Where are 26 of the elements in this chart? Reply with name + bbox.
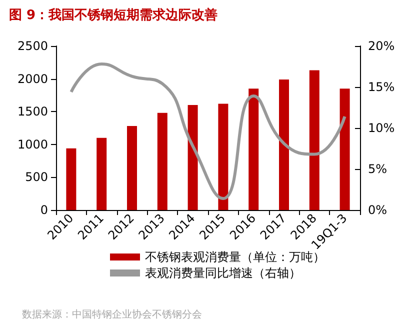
y2-tick-label: 15% — [368, 80, 395, 94]
y-tick-label: 2500 — [17, 39, 48, 53]
bar — [279, 79, 289, 210]
bar — [248, 88, 259, 210]
y2-tick-label: 10% — [368, 121, 395, 135]
source-note: 数据来源：中国特钢企业协会不锈钢分会 — [22, 308, 202, 320]
legend-label: 不锈钢表观消费量（单位：万吨） — [145, 250, 325, 264]
y-tick-label: 0 — [40, 203, 48, 217]
bar — [188, 105, 198, 210]
bar — [309, 70, 320, 210]
bar — [66, 148, 76, 210]
bar — [340, 88, 350, 210]
line-series — [70, 62, 346, 200]
y2-tick-label: 5% — [368, 162, 388, 176]
y-tick-label: 500 — [25, 170, 48, 184]
bar — [157, 112, 168, 210]
bar — [218, 104, 228, 210]
y-tick-label: 1500 — [17, 104, 48, 119]
y2-tick-label: 0% — [368, 203, 388, 217]
bar — [96, 138, 107, 210]
chart-title: 图 9：我国不锈钢短期需求边际改善 — [9, 7, 218, 23]
y-tick-label: 2000 — [17, 72, 48, 86]
legend-label: 表观消费量同比增速（右轴） — [145, 266, 301, 280]
y-tick-label: 1000 — [17, 137, 48, 152]
y2-tick-label: 20% — [368, 39, 395, 53]
bar — [127, 126, 137, 210]
